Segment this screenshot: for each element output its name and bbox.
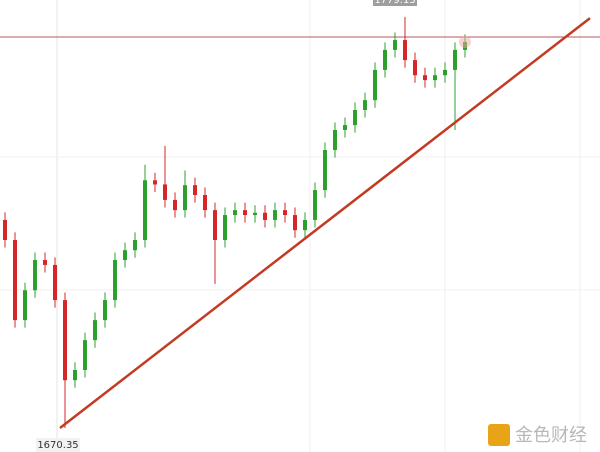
candle-body <box>243 210 247 216</box>
candle-body <box>23 290 27 321</box>
candle-body <box>433 75 437 81</box>
candle-body <box>103 300 107 321</box>
candle-body <box>283 210 287 216</box>
candle-body <box>43 260 47 265</box>
candle-body <box>273 210 277 220</box>
candle-body <box>333 130 337 151</box>
candle-body <box>83 340 87 370</box>
candle-body <box>123 250 127 261</box>
candle-body <box>33 260 37 291</box>
candle-body <box>403 40 407 61</box>
candle-body <box>163 184 167 200</box>
candle-body <box>453 49 457 70</box>
candle-body <box>63 300 67 381</box>
candle-body <box>153 180 157 185</box>
candle-body <box>13 239 17 321</box>
candle-body <box>253 212 257 216</box>
candle-body <box>313 190 317 220</box>
candle-body <box>73 369 77 381</box>
candle-body <box>193 185 197 196</box>
candle-body <box>343 125 347 131</box>
logo-icon <box>488 424 510 446</box>
high-label-box <box>373 0 417 6</box>
candle-body <box>423 75 427 81</box>
candle-body <box>393 40 397 50</box>
low-label: 1670.35 <box>37 440 78 451</box>
candle-body <box>383 49 387 70</box>
low-label-box <box>36 438 80 452</box>
candle-body <box>203 195 207 211</box>
candle-body <box>443 69 447 76</box>
watermark: 金色财经 <box>515 425 587 446</box>
candles <box>0 16 600 429</box>
candle-body <box>183 185 187 211</box>
last-price-glow <box>459 35 471 48</box>
candle-body <box>3 219 7 240</box>
candle-body <box>113 260 117 301</box>
candle-body <box>133 239 137 251</box>
candle-body <box>373 69 377 101</box>
candle-body <box>353 109 357 126</box>
high-label: 1779.13 <box>374 0 415 6</box>
candle-body <box>173 199 177 211</box>
candle-body <box>293 215 297 231</box>
candle-body <box>93 320 97 341</box>
candle-body <box>323 150 327 191</box>
candle-body <box>413 60 417 76</box>
candle-body <box>213 210 217 240</box>
candle-body <box>303 219 307 231</box>
candle-body <box>263 212 267 220</box>
candle-body <box>143 180 147 240</box>
candle-body <box>223 215 227 240</box>
trend-line <box>59 17 591 429</box>
candle-body <box>363 100 367 110</box>
candle-body <box>53 264 57 301</box>
candle-body <box>233 210 237 216</box>
